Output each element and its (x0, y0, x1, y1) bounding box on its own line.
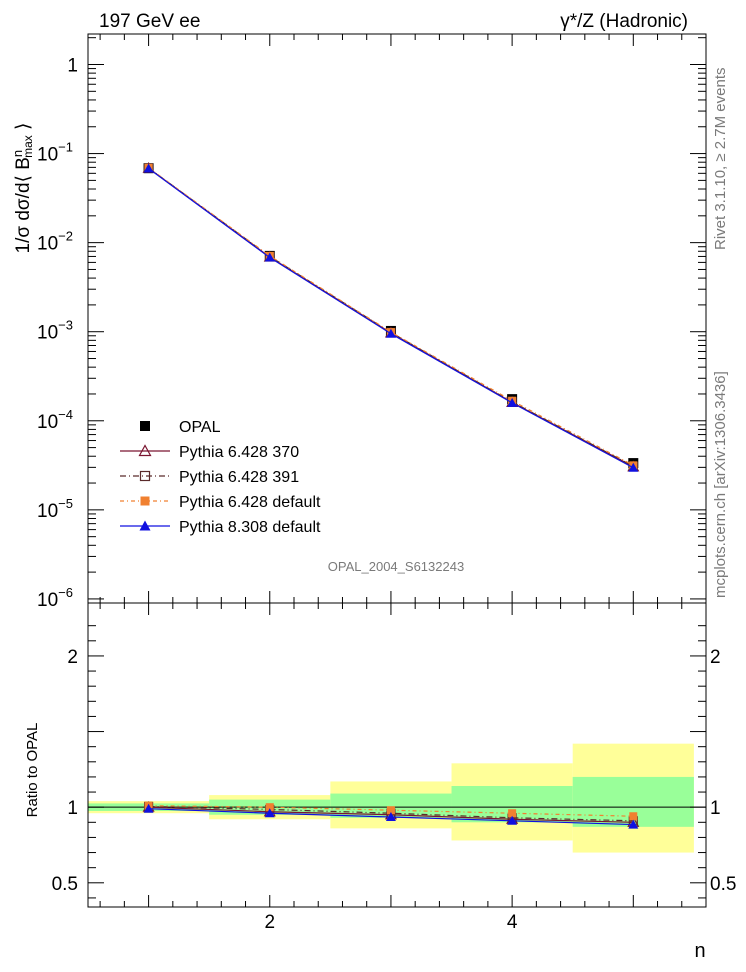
data-point (628, 462, 639, 472)
data-point (139, 470, 151, 482)
y-tick-label: 10−3 (37, 318, 73, 344)
ratio-series-3 (143, 803, 639, 829)
ratio-frame (87, 602, 707, 908)
legend-label: Pythia 8.308 default (179, 519, 321, 536)
mcplots-label: mcplots.cern.ch [arXiv:1306.3436] (712, 371, 729, 598)
data-point (143, 163, 154, 173)
legend-item: Pythia 8.308 default (120, 519, 321, 536)
y-tick-label: 1 (67, 55, 78, 76)
ratio-y-tick-label: 0.5 (52, 874, 78, 895)
data-point (508, 809, 517, 818)
data-point (140, 421, 150, 431)
main-y-axis-label: 1/σ dσ/d⟨ Bnmax ⟩ (10, 123, 35, 254)
data-point (264, 252, 275, 262)
data-point (385, 812, 396, 822)
header-left-label: 197 GeV ee (99, 11, 200, 32)
ratio-y-tick-label: 1 (67, 798, 78, 819)
legend-label: Pythia 6.428 391 (179, 469, 299, 486)
x-tick-label: 2 (264, 912, 275, 933)
y-tick-label: 10−4 (37, 407, 73, 433)
legend-label: Pythia 6.428 370 (179, 444, 299, 461)
series-line (148, 167, 634, 466)
series-4 (143, 163, 639, 472)
data-point (138, 444, 152, 457)
data-point (386, 806, 395, 815)
legend-label: Pythia 6.428 default (179, 494, 321, 511)
ratio-y-tick-label-right: 0.5 (710, 874, 736, 895)
data-point (139, 520, 151, 531)
series-line (148, 167, 634, 468)
y-tick-label: 10−2 (37, 229, 73, 255)
main-frame (87, 33, 707, 604)
main-panel: 1 10−1 10−2 10−3 10−4 10−5 10−6 (37, 33, 707, 611)
header-right-label: γ*/Z (Hadronic) (560, 11, 688, 32)
data-point (507, 397, 518, 407)
rivet-version-label: Rivet 3.1.10, ≥ 2.7M events (712, 68, 729, 251)
legend-item: Pythia 6.428 391 (120, 469, 299, 486)
x-axis-label: n (694, 940, 705, 962)
analysis-watermark: OPAL_2004_S6132243 (328, 559, 464, 574)
legend: OPAL Pythia 6.428 370 Pythia 6.428 391 Pyth… (120, 419, 321, 536)
legend-item: Pythia 6.428 370 (120, 444, 299, 461)
ratio-line (148, 805, 634, 822)
ratio-y-tick-label-right: 2 (710, 647, 721, 668)
ratio-y-tick-label-right: 1 (710, 798, 721, 819)
ratio-panel: 2 4 0.5 0.5 1 1 2 2 (52, 602, 736, 933)
legend-item: OPAL (140, 419, 221, 436)
data-point (140, 496, 150, 506)
legend-label: OPAL (179, 419, 221, 436)
data-point (629, 812, 638, 821)
x-tick-label: 4 (507, 912, 518, 933)
data-point (628, 819, 639, 829)
y-tick-label: 10−5 (37, 496, 73, 522)
legend-item: Pythia 6.428 default (120, 494, 321, 511)
ratio-y-tick-label: 2 (67, 647, 78, 668)
y-tick-label: 10−6 (37, 585, 73, 611)
data-point (385, 328, 396, 338)
series-line (148, 167, 634, 467)
ratio-y-axis-label: Ratio to OPAL (24, 723, 41, 818)
series-line (148, 168, 634, 469)
data-point (265, 803, 274, 812)
data-point (507, 815, 518, 825)
data-point (143, 803, 154, 813)
y-tick-label: 10−1 (37, 140, 73, 166)
data-point (264, 808, 275, 818)
